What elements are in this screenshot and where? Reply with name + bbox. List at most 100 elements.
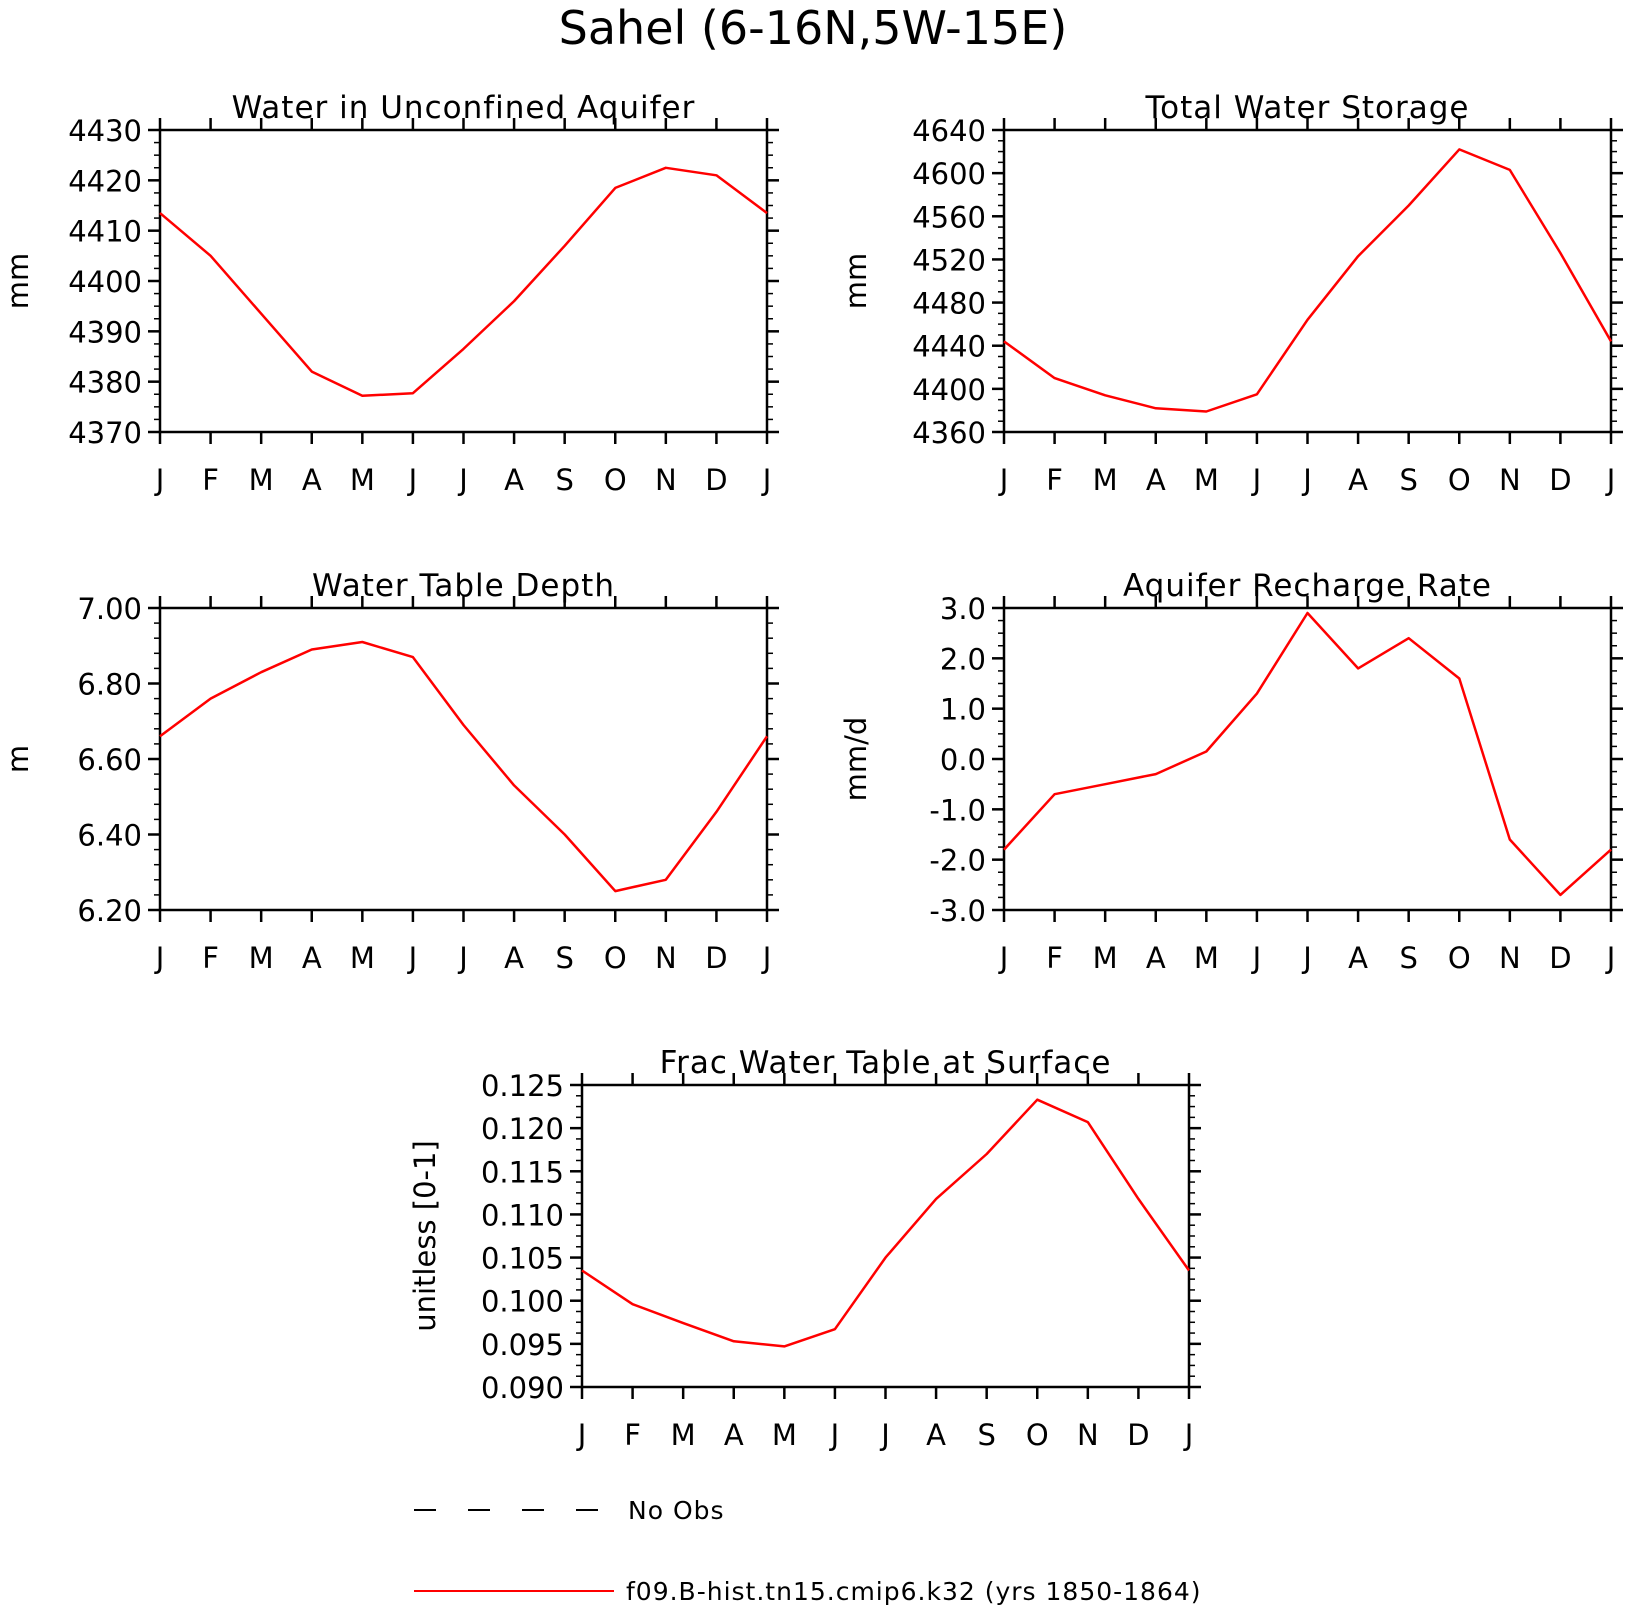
y-tick-label: 4360	[912, 416, 986, 450]
y-tick-label: 4380	[68, 366, 142, 400]
x-tick-label: M	[1093, 463, 1118, 497]
x-tick-label: J	[1251, 941, 1262, 975]
y-axis-label: mm/d	[839, 717, 873, 802]
x-tick-label: O	[1026, 1418, 1049, 1452]
y-tick-label: 4370	[68, 416, 142, 450]
x-tick-label: A	[504, 463, 524, 497]
y-tick-label: 6.80	[77, 668, 142, 702]
series-line	[159, 166, 768, 398]
x-tick-label: J	[576, 1418, 587, 1452]
y-tick-label: 4480	[912, 287, 986, 321]
x-tick-label: N	[1499, 463, 1521, 497]
y-tick-label: 3.0	[940, 592, 986, 626]
y-axis-label: m	[1, 745, 35, 773]
x-tick-label: O	[604, 463, 627, 497]
y-tick-label: 0.100	[481, 1285, 564, 1319]
x-tick-label: D	[705, 463, 727, 497]
x-tick-label: S	[555, 463, 573, 497]
series-line	[581, 1098, 1191, 1348]
x-tick-label: J	[154, 463, 165, 497]
series-line	[159, 640, 769, 893]
x-tick-label: D	[1549, 941, 1571, 975]
y-tick-label: 0.0	[940, 743, 986, 777]
x-tick-label: S	[977, 1418, 995, 1452]
x-tick-label: O	[1448, 941, 1471, 975]
x-tick-label: M	[249, 941, 274, 975]
y-tick-label: 6.20	[77, 894, 142, 928]
x-tick-label: J	[1183, 1418, 1194, 1452]
y-tick-label: 0.105	[481, 1242, 564, 1276]
x-tick-label: A	[724, 1418, 744, 1452]
x-tick-label: N	[1077, 1418, 1099, 1452]
x-tick-label: N	[655, 463, 677, 497]
series-line	[1003, 611, 1612, 897]
y-axis-label: mm	[1, 253, 35, 310]
x-tick-label: A	[302, 463, 322, 497]
y-tick-label: 4440	[912, 330, 986, 364]
x-tick-label: M	[350, 941, 375, 975]
x-tick-label: A	[504, 941, 524, 975]
x-tick-label: M	[671, 1418, 696, 1452]
x-tick-label: M	[1093, 941, 1118, 975]
x-tick-label: A	[1348, 941, 1368, 975]
legend: No Obs f09.B-hist.tn15.cmip6.k32 (yrs 18…	[414, 1496, 1201, 1606]
x-tick-label: F	[624, 1418, 641, 1452]
x-tick-label: D	[1549, 463, 1571, 497]
y-tick-label: 4420	[68, 164, 142, 198]
figure-title: Sahel (6-16N,5W-15E)	[559, 1, 1068, 55]
x-tick-label: A	[926, 1418, 946, 1452]
x-tick-label: J	[761, 941, 772, 975]
y-tick-label: 4560	[912, 200, 986, 234]
x-tick-label: A	[1146, 941, 1166, 975]
x-tick-label: D	[705, 941, 727, 975]
x-tick-label: O	[1448, 463, 1471, 497]
x-tick-label: N	[655, 941, 677, 975]
x-tick-label: J	[1251, 463, 1262, 497]
x-tick-label: J	[1605, 941, 1616, 975]
x-tick-label: J	[998, 463, 1009, 497]
x-tick-label: D	[1127, 1418, 1149, 1452]
x-tick-label: F	[202, 941, 219, 975]
legend-label-no-obs: No Obs	[628, 1496, 725, 1525]
x-tick-label: M	[1194, 941, 1219, 975]
y-tick-label: 4410	[68, 215, 142, 249]
x-tick-label: F	[202, 463, 219, 497]
x-tick-label: J	[879, 1418, 890, 1452]
y-tick-label: 0.120	[481, 1112, 564, 1146]
y-tick-label: 6.40	[77, 819, 142, 853]
y-tick-label: 4400	[912, 373, 986, 407]
y-axis-label: mm	[839, 253, 873, 310]
x-tick-label: M	[772, 1418, 797, 1452]
plot-frame	[1002, 606, 1613, 912]
x-tick-label: M	[249, 463, 274, 497]
x-tick-label: S	[1399, 463, 1417, 497]
x-tick-label: A	[1146, 463, 1166, 497]
y-tick-label: -3.0	[929, 894, 986, 928]
x-tick-label: J	[998, 941, 1009, 975]
x-tick-label: J	[407, 941, 418, 975]
x-tick-label: J	[457, 463, 468, 497]
x-tick-label: J	[1301, 941, 1312, 975]
x-tick-label: J	[407, 463, 418, 497]
x-tick-label: A	[302, 941, 322, 975]
y-tick-label: 6.60	[77, 743, 142, 777]
x-tick-label: M	[350, 463, 375, 497]
x-tick-label: J	[457, 941, 468, 975]
y-tick-label: 4430	[68, 114, 142, 148]
x-tick-label: J	[154, 941, 165, 975]
y-tick-label: 0.090	[481, 1371, 564, 1405]
x-tick-label: J	[761, 463, 772, 497]
y-tick-label: -2.0	[929, 844, 986, 878]
y-tick-label: 7.00	[77, 592, 142, 626]
y-tick-label: 1.0	[940, 693, 986, 727]
x-tick-label: J	[1605, 463, 1616, 497]
y-axis-label: unitless [0-1]	[408, 1140, 442, 1332]
y-tick-label: 4640	[912, 114, 986, 148]
x-tick-label: F	[1046, 941, 1063, 975]
x-tick-label: A	[1348, 463, 1368, 497]
